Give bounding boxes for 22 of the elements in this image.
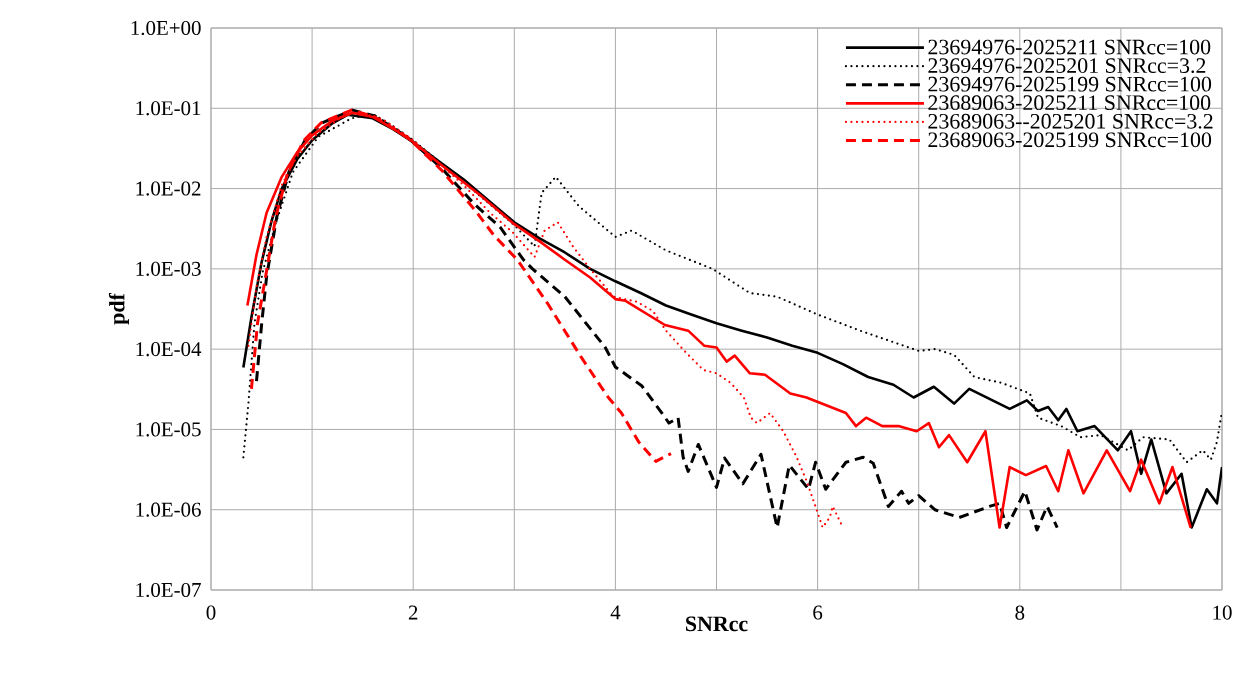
y-tick-label: 1.0E+00: [131, 20, 201, 36]
legend-label: 23694976-2025201 SNRcc=3.2: [928, 58, 1206, 74]
legend-label: 23689063--2025201 SNRcc=3.2: [928, 113, 1213, 129]
x-tick-label: 10: [1213, 605, 1232, 620]
y-tick-label: 1.0E-02: [136, 181, 201, 196]
x-tick-label: 8: [1015, 605, 1025, 620]
y-tick-label: 1.0E-04: [136, 342, 202, 357]
x-tick-label: 6: [813, 605, 823, 620]
legend-label: 23689063-2025199 SNRcc=100: [928, 132, 1212, 148]
x-tick-label: 4: [610, 605, 621, 620]
y-tick-label: 1.0E-01: [136, 101, 201, 116]
x-axis-title: SNRcc: [686, 616, 748, 632]
legend-label: 23694976-2025211 SNRcc=100: [928, 39, 1211, 55]
x-tick-label: 0: [206, 605, 216, 620]
legend-label: 23694976-2025199 SNRcc=100: [928, 76, 1212, 92]
legend-label: 23689063-2025211 SNRcc=100: [928, 95, 1211, 111]
x-tick-label: 2: [408, 605, 418, 620]
y-tick-label: 1.0E-07: [136, 582, 201, 598]
y-axis-title: pdf: [108, 292, 129, 325]
y-tick-label: 1.0E-06: [136, 502, 201, 517]
y-tick-label: 1.0E-05: [136, 422, 201, 437]
y-tick-label: 1.0E-03: [136, 261, 201, 276]
